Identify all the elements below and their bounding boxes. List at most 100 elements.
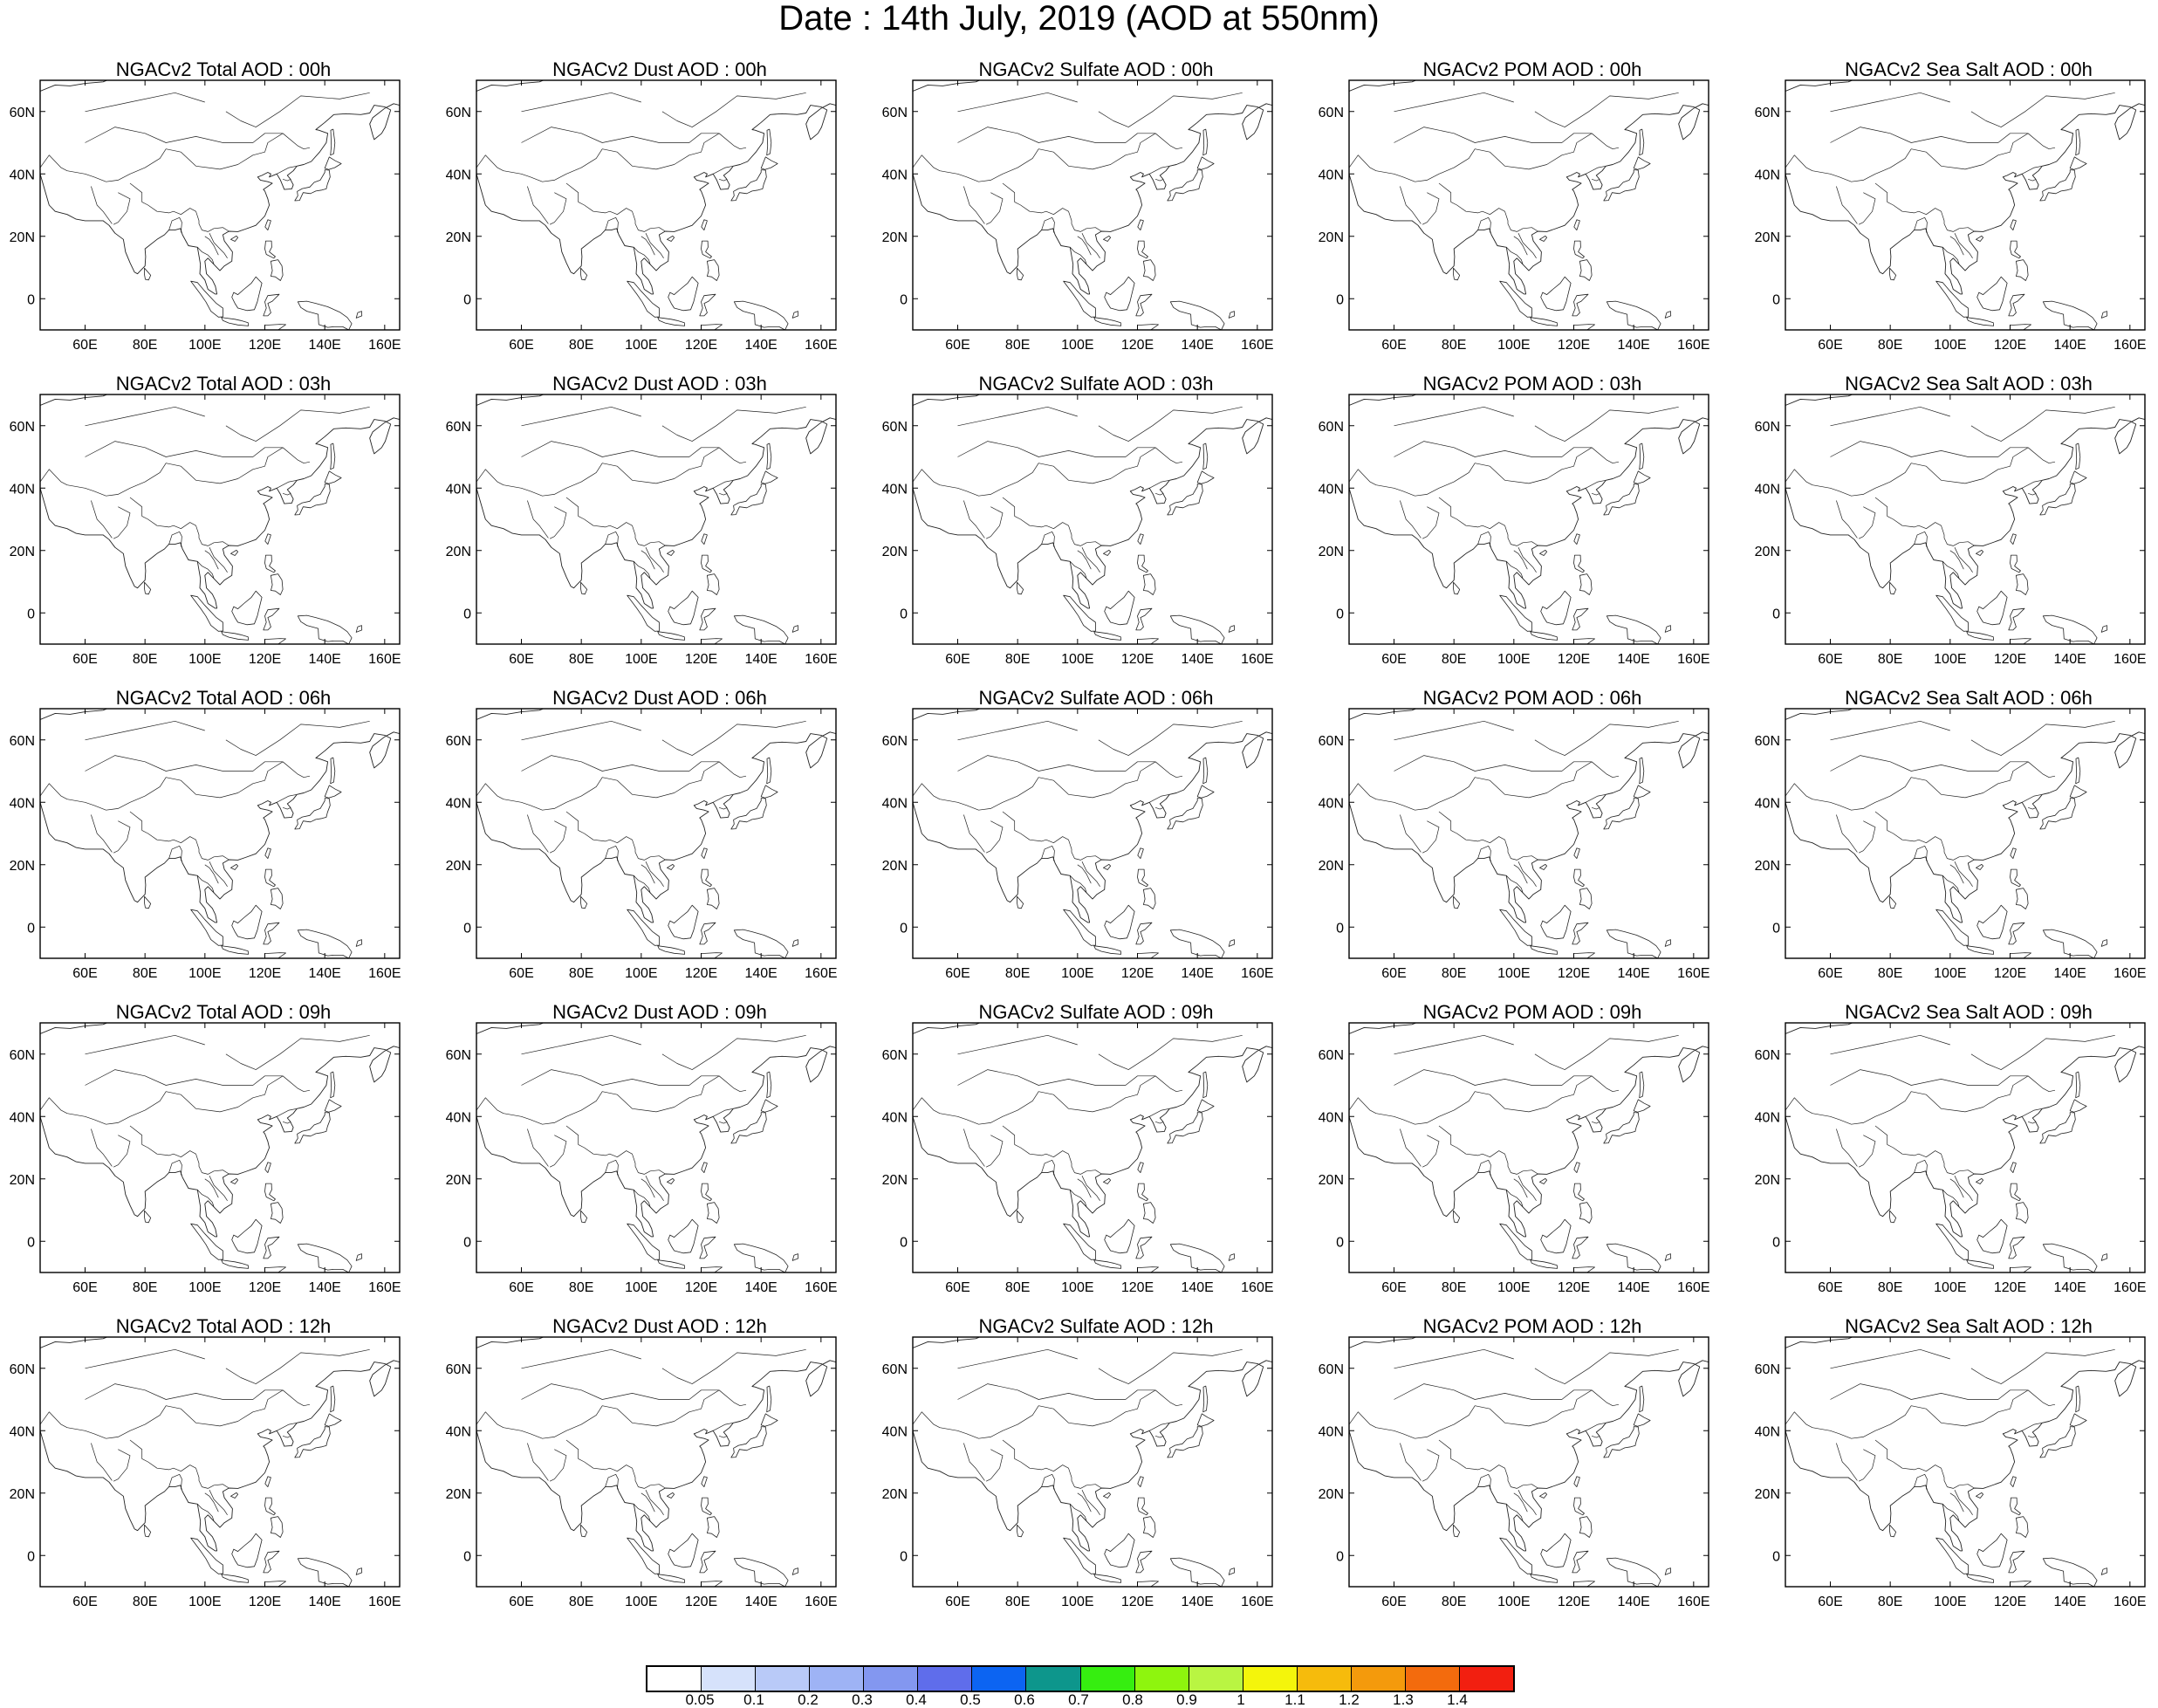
- lon-tick-label: 160E: [368, 966, 401, 981]
- map-frame: [1348, 1336, 1709, 1588]
- lat-tick-label: 40N: [10, 1424, 35, 1439]
- map-panel-pom-4: NGACv2 POM AOD : 12h 60E 80E 100E 120E 140E 16…: [1314, 1316, 1750, 1630]
- map-canvas: 60E 80E 100E 120E 140E 160E 0 20N 40N 60N: [1319, 79, 1710, 353]
- lon-tick-label: 120E: [1121, 1595, 1154, 1609]
- map-canvas: 60E 80E 100E 120E 140E 160E 0 20N 40N 60N: [1755, 1022, 2147, 1295]
- map-panel-pom-0: NGACv2 POM AOD : 00h 60E 80E 100E 120E 140E 16…: [1314, 59, 1750, 374]
- coastlines: [1349, 1337, 1709, 1587]
- lon-tick-label: 140E: [308, 1595, 340, 1609]
- lon-tick-label: 120E: [1994, 966, 2026, 981]
- map-panel-sulfate-2: NGACv2 Sulfate AOD : 06h 60E 80E 100E 120E 14…: [878, 688, 1314, 1002]
- map-frame: [912, 1022, 1273, 1273]
- lat-tick-label: 60N: [10, 420, 35, 435]
- colorbar-label: 0.4: [906, 1691, 927, 1708]
- coastlines: [913, 709, 1272, 958]
- aod-colorbar: 0.05 0.1 0.2 0.3 0.4 0.5 0.6 0.7 0.8 0.9 1 1.1 1.2 1.…: [644, 1663, 1515, 1708]
- lon-tick-label: 80E: [569, 1280, 593, 1295]
- lat-tick-label: 20N: [10, 1487, 35, 1502]
- lon-tick-label: 160E: [1241, 1595, 1273, 1609]
- lon-tick-label: 60E: [509, 966, 533, 981]
- lon-tick-label: 140E: [744, 966, 777, 981]
- map-canvas: 60E 80E 100E 120E 140E 160E 0 20N 40N 60N: [1319, 394, 1710, 667]
- lon-tick-label: 160E: [368, 652, 401, 667]
- lon-tick-label: 160E: [2113, 338, 2146, 353]
- colorbar-bin: [1189, 1667, 1243, 1691]
- coastlines: [476, 1337, 836, 1587]
- lat-tick-label: 0: [1336, 292, 1344, 307]
- lon-tick-label: 140E: [744, 1280, 777, 1295]
- lat-tick-label: 0: [1336, 921, 1344, 936]
- lon-tick-label: 160E: [368, 338, 401, 353]
- panel-title: NGACv2 Sea Salt AOD : 00h: [1845, 58, 2093, 80]
- lat-tick-label: 40N: [446, 1110, 471, 1125]
- lon-tick-label: 160E: [1677, 966, 1709, 981]
- lat-tick-label: 0: [463, 1549, 471, 1564]
- lat-tick-label: 0: [463, 292, 471, 307]
- lat-tick-label: 40N: [446, 1424, 471, 1439]
- coastlines: [476, 80, 836, 330]
- lat-tick-label: 40N: [1319, 168, 1344, 182]
- lon-tick-label: 60E: [72, 1595, 97, 1609]
- map-frame: [39, 708, 401, 959]
- colorbar-label: 0.5: [960, 1691, 981, 1708]
- lat-tick-label: 60N: [882, 1362, 908, 1377]
- lat-tick-label: 20N: [10, 1173, 35, 1188]
- lat-tick-label: 40N: [882, 482, 908, 497]
- lon-tick-label: 60E: [945, 338, 969, 353]
- colorbar-bin: [1243, 1667, 1298, 1691]
- coastlines: [40, 394, 400, 644]
- colorbar-bin: [1080, 1667, 1135, 1691]
- map-panel-dust-4: NGACv2 Dust AOD : 12h 60E 80E 100E 120E 140E 1…: [442, 1316, 878, 1630]
- lon-tick-label: 160E: [1677, 652, 1709, 667]
- lon-tick-label: 100E: [1497, 1280, 1530, 1295]
- lat-tick-label: 60N: [882, 1048, 908, 1063]
- lat-tick-label: 60N: [1319, 1048, 1344, 1063]
- map-panel-pom-3: NGACv2 POM AOD : 09h 60E 80E 100E 120E 140E 16…: [1314, 1002, 1750, 1316]
- lon-tick-label: 80E: [1005, 338, 1030, 353]
- lon-tick-label: 60E: [1381, 966, 1406, 981]
- lat-tick-label: 0: [27, 921, 35, 936]
- map-frame: [476, 1336, 837, 1588]
- panel-title: NGACv2 Sulfate AOD : 00h: [978, 58, 1214, 80]
- panel-title: NGACv2 Sea Salt AOD : 12h: [1845, 1315, 2093, 1337]
- lon-tick-label: 160E: [368, 1280, 401, 1295]
- panel-title: NGACv2 POM AOD : 03h: [1422, 373, 1642, 394]
- lon-tick-label: 140E: [1181, 338, 1213, 353]
- lon-tick-label: 120E: [249, 652, 281, 667]
- panel-title: NGACv2 Dust AOD : 00h: [552, 58, 767, 80]
- map-panel-dust-3: NGACv2 Dust AOD : 09h 60E 80E 100E 120E 140E 1…: [442, 1002, 878, 1316]
- lat-tick-label: 40N: [1755, 796, 1780, 811]
- lat-tick-label: 0: [463, 607, 471, 621]
- lat-tick-label: 0: [1336, 607, 1344, 621]
- lat-tick-label: 40N: [1755, 168, 1780, 182]
- lat-tick-label: 20N: [446, 545, 471, 559]
- lon-tick-label: 120E: [685, 652, 717, 667]
- lon-tick-label: 100E: [1497, 1595, 1530, 1609]
- lon-tick-label: 60E: [945, 966, 969, 981]
- map-canvas: 60E 80E 100E 120E 140E 160E 0 20N 40N 60N: [446, 394, 838, 667]
- coastlines: [476, 709, 836, 958]
- lon-tick-label: 120E: [1994, 338, 2026, 353]
- lon-tick-label: 100E: [1934, 652, 1966, 667]
- panel-title: NGACv2 Sulfate AOD : 03h: [978, 373, 1214, 394]
- lat-tick-label: 0: [1772, 607, 1780, 621]
- map-canvas: 60E 80E 100E 120E 140E 160E 0 20N 40N 60N: [446, 1336, 838, 1609]
- lon-tick-label: 140E: [2053, 1280, 2086, 1295]
- map-frame: [39, 1336, 401, 1588]
- lon-tick-label: 60E: [72, 966, 97, 981]
- lat-tick-label: 20N: [882, 1487, 908, 1502]
- lat-tick-label: 0: [1772, 921, 1780, 936]
- map-canvas: 60E 80E 100E 120E 140E 160E 0 20N 40N 60N: [10, 79, 401, 353]
- lon-tick-label: 60E: [509, 652, 533, 667]
- map-frame: [476, 1022, 837, 1273]
- map-panel-total-2: NGACv2 Total AOD : 06h 60E 80E 100E 120E 140E…: [5, 688, 442, 1002]
- lat-tick-label: 60N: [1755, 106, 1780, 120]
- map-panel-total-4: NGACv2 Total AOD : 12h 60E 80E 100E 120E 140E…: [5, 1316, 442, 1630]
- lat-tick-label: 0: [27, 1235, 35, 1250]
- coastlines: [476, 1023, 836, 1272]
- map-canvas: 60E 80E 100E 120E 140E 160E 0 20N 40N 60N: [1319, 708, 1710, 981]
- lat-tick-label: 60N: [882, 420, 908, 435]
- lon-tick-label: 60E: [509, 1595, 533, 1609]
- coastlines: [40, 80, 400, 330]
- lon-tick-label: 100E: [1934, 966, 1966, 981]
